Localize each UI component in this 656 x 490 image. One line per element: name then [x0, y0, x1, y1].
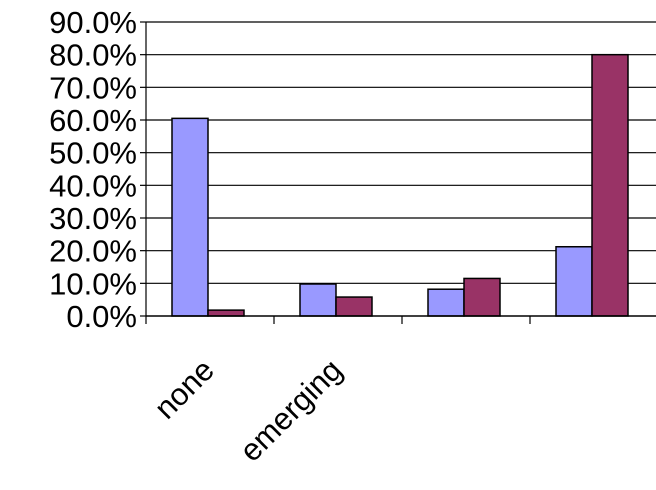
x-category-label: emerging [233, 352, 349, 468]
bar-series-1-cat-3 [427, 288, 465, 317]
y-tick-label: 30.0% [49, 201, 137, 236]
y-tick-label: 70.0% [49, 70, 137, 105]
bar-series-2-cat-1 [207, 309, 245, 317]
y-axis-tick-labels: 0.0%10.0%20.0%30.0%40.0%50.0%60.0%70.0%8… [49, 5, 137, 334]
y-tick-label: 20.0% [49, 234, 137, 269]
bar-series-2-cat-3 [463, 277, 501, 317]
y-tick-label: 60.0% [49, 103, 137, 138]
y-tick-label: 0.0% [66, 299, 137, 334]
y-tick-label: 40.0% [49, 168, 137, 203]
y-tick-label: 50.0% [49, 136, 137, 171]
x-category-label: none [147, 352, 221, 426]
category-labels: none emerging [147, 352, 349, 468]
bar-series-2-cat-2 [335, 296, 373, 317]
y-tick-label: 90.0% [49, 5, 137, 40]
y-tick-label: 10.0% [49, 266, 137, 301]
axes [140, 21, 656, 324]
bar-series-1-cat-1 [171, 117, 209, 317]
gridlines [146, 21, 656, 284]
bar-series-1-cat-2 [299, 283, 337, 317]
bar-series-1-cat-4 [555, 245, 593, 317]
y-tick-label: 80.0% [49, 38, 137, 73]
bar-series-2-cat-4 [591, 53, 629, 317]
bars [171, 53, 629, 317]
